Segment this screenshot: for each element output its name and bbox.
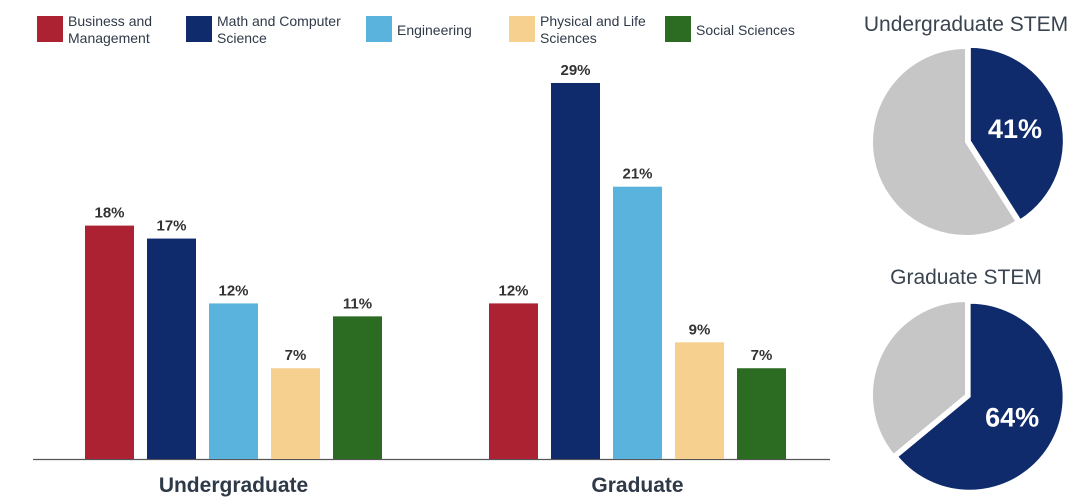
- legend-item-math-and-computer-science: Math and Computer Science: [186, 13, 341, 46]
- bar-value-label: 7%: [751, 347, 773, 364]
- legend-swatch-icon: [509, 16, 535, 42]
- legend-swatch-icon: [665, 16, 691, 42]
- bar-value-label: 12%: [498, 282, 528, 299]
- bar-value-label: 9%: [689, 321, 711, 338]
- legend-item-business-and-management: Business and Management: [37, 13, 152, 46]
- bar-graduate-social-sciences: [737, 368, 786, 459]
- bars: [85, 82, 786, 459]
- bar-value-label: 7%: [285, 347, 307, 364]
- legend-label: Engineering: [397, 22, 472, 38]
- bar-value-labels: 18% 17% 12% 7% 11% 12% 29% 21% 9% 7%: [94, 62, 772, 364]
- bar-undergraduate-physical-and-life-sciences: [271, 368, 320, 459]
- bar-undergraduate-social-sciences: [333, 316, 382, 459]
- legend-label: Social Sciences: [696, 22, 795, 38]
- bar-value-label: 17%: [156, 218, 186, 235]
- legend-swatch-icon: [37, 16, 63, 42]
- pie-slice-other: [871, 46, 1018, 237]
- legend-item-physical-and-life-sciences: Physical and Life Sciences: [509, 13, 646, 46]
- pie-slice-label: 64%: [985, 403, 1039, 433]
- bar-graduate-math-and-computer-science: [551, 82, 600, 459]
- category-label-undergraduate: Undergraduate: [159, 474, 308, 497]
- pie-slice-stem: [968, 45, 1065, 222]
- pie-title: Undergraduate STEM: [864, 13, 1068, 36]
- pie-slice-stem: [895, 301, 1065, 492]
- pie-slice-label: 41%: [988, 114, 1042, 144]
- legend-swatch-icon: [186, 16, 212, 42]
- bar-undergraduate-math-and-computer-science: [147, 238, 196, 459]
- bar-chart: 18% 17% 12% 7% 11% 12% 29% 21% 9% 7% Undergraduat…: [33, 62, 830, 497]
- bar-value-label: 21%: [622, 166, 652, 183]
- pie-slice-other: [871, 299, 967, 457]
- bar-undergraduate-business-and-management: [85, 225, 134, 459]
- pie-title: Graduate STEM: [890, 266, 1042, 289]
- legend-label: Business and Management: [68, 13, 152, 46]
- legend-item-engineering: Engineering: [366, 16, 472, 42]
- category-label-graduate: Graduate: [591, 474, 683, 497]
- bar-undergraduate-engineering: [209, 303, 258, 459]
- legend-label: Physical and Life Sciences: [540, 13, 646, 46]
- bar-value-label: 18%: [94, 205, 124, 222]
- graduate-stem-pie: Graduate STEM 64%: [871, 266, 1065, 492]
- bar-graduate-business-and-management: [489, 303, 538, 459]
- legend-item-social-sciences: Social Sciences: [665, 16, 795, 42]
- bar-value-label: 11%: [343, 295, 372, 312]
- bar-value-label: 12%: [218, 282, 248, 299]
- category-labels: Undergraduate Graduate: [159, 474, 684, 497]
- legend: Business and Management Math and Computer S…: [37, 13, 795, 46]
- legend-swatch-icon: [366, 16, 392, 42]
- legend-label: Math and Computer Science: [217, 13, 341, 46]
- bar-value-label: 29%: [560, 62, 590, 79]
- bar-graduate-physical-and-life-sciences: [675, 342, 724, 459]
- undergraduate-stem-pie: Undergraduate STEM 41%: [864, 13, 1068, 237]
- bar-graduate-engineering: [613, 186, 662, 459]
